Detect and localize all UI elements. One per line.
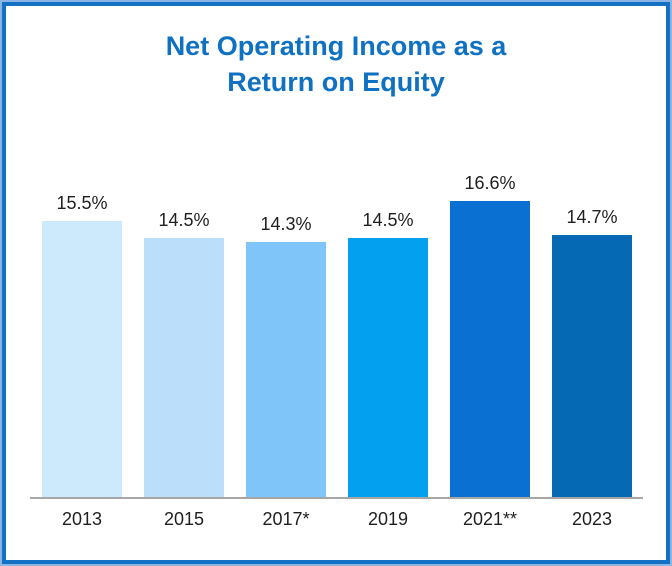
x-axis-line — [30, 497, 643, 499]
bar-2013 — [42, 221, 122, 498]
x-axis-label: 2015 — [163, 509, 205, 529]
x-axis-label: 2019 — [367, 509, 409, 529]
bar-value-label: 14.5% — [362, 210, 414, 230]
chart-title: Net Operating Income as a Return on Equi… — [6, 28, 666, 100]
chart-title-line-2: Return on Equity — [227, 67, 445, 97]
bar-value-label: 14.3% — [260, 214, 312, 234]
bar-value-label: 14.5% — [158, 210, 210, 230]
bar-group: 15.5% 14.5% 14.3% 14.5% 16.6% 14.7% — [42, 6, 632, 498]
bar-2015 — [144, 238, 224, 498]
bar-value-label: 16.6% — [464, 173, 516, 193]
x-axis-labels: 2013 2015 2017* 2019 2021** 2023 — [42, 509, 632, 530]
bar-2019 — [348, 238, 428, 498]
bar-column-2019: 14.5% — [348, 210, 428, 498]
bar-column-2021**: 16.6% — [450, 173, 530, 498]
bar-column-2023: 14.7% — [552, 207, 632, 498]
bar-2017* — [246, 242, 326, 498]
bar-column-2013: 15.5% — [42, 193, 122, 498]
bar-column-2017*: 14.3% — [246, 214, 326, 498]
x-axis-label: 2017* — [262, 509, 310, 529]
bar-value-label: 15.5% — [56, 193, 108, 213]
x-axis-label: 2013 — [61, 509, 103, 529]
chart-title-line-1: Net Operating Income as a — [165, 31, 507, 61]
x-axis-label: 2023 — [571, 509, 613, 529]
plot-area: 15.5% 14.5% 14.3% 14.5% 16.6% 14.7% 2013 2015 2… — [6, 6, 666, 560]
bar-column-2015: 14.5% — [144, 210, 224, 498]
bar-2021** — [450, 201, 530, 498]
bar-2023 — [552, 235, 632, 498]
bar-value-label: 14.7% — [566, 207, 618, 227]
x-axis-label: 2021** — [462, 509, 518, 529]
